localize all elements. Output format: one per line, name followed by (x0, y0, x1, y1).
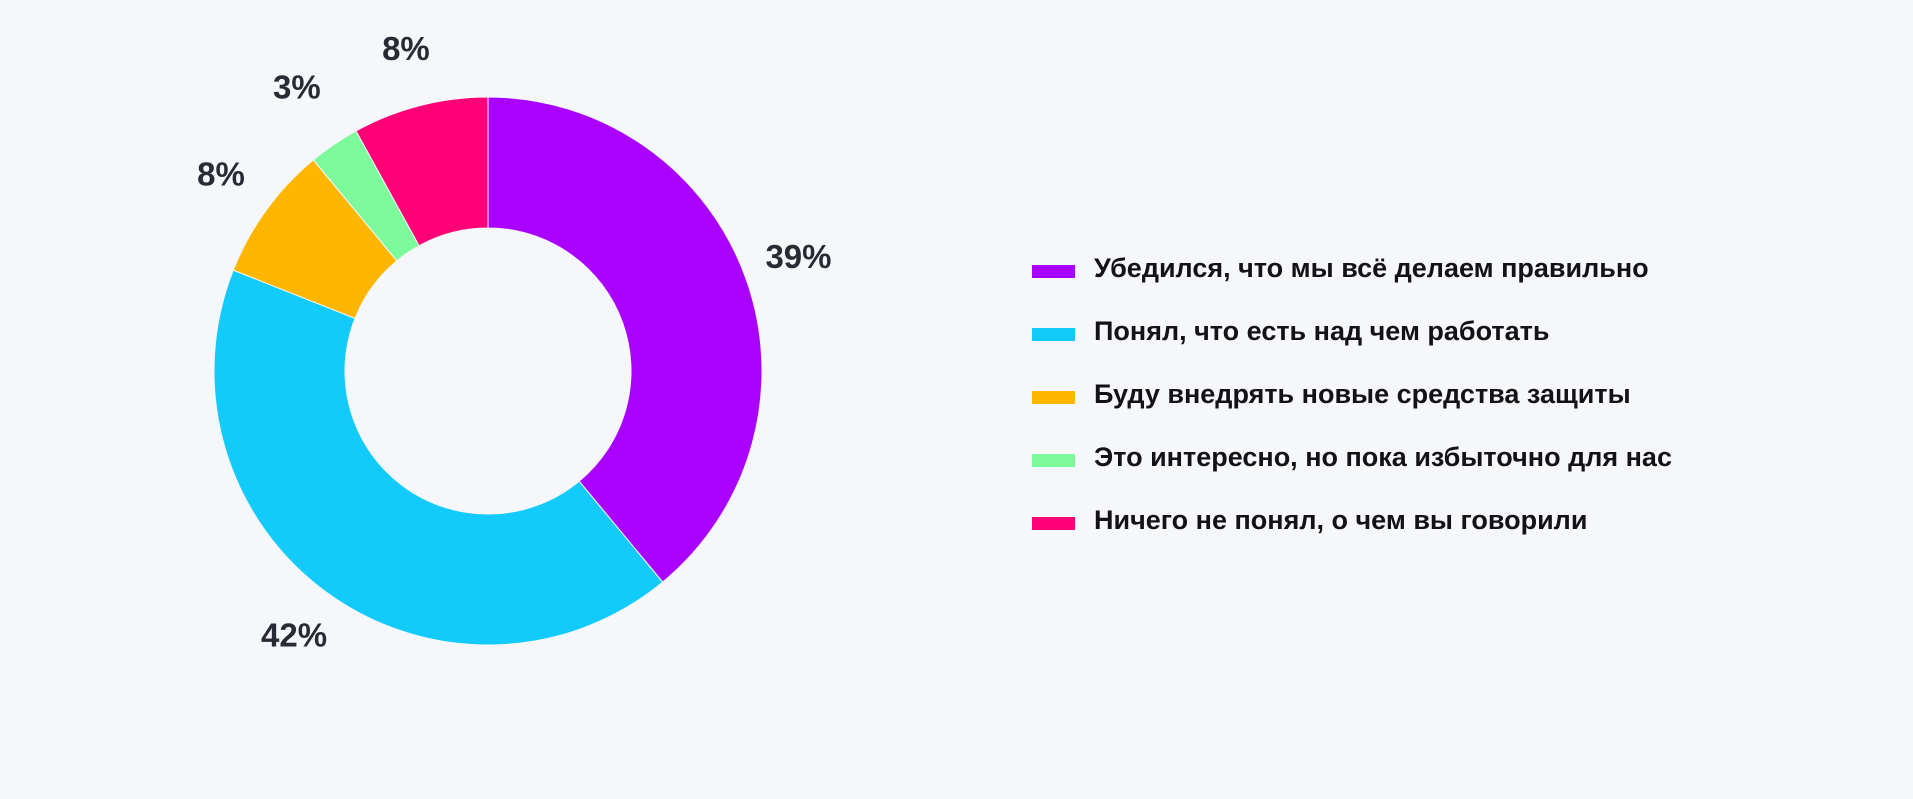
slice-label: 8% (197, 156, 245, 193)
legend-label: Убедился, что мы всё делаем правильно (1094, 253, 1649, 283)
legend-label: Это интересно, но пока избыточно для нас (1094, 442, 1672, 472)
slice-label: 39% (765, 238, 831, 275)
legend-swatch (1032, 454, 1075, 467)
legend-swatch (1032, 517, 1075, 530)
legend-label: Понял, что есть над чем работать (1094, 316, 1550, 346)
legend-swatch (1032, 391, 1075, 404)
legend-label: Ничего не понял, о чем вы говорили (1094, 505, 1588, 535)
donut-slice (487, 96, 763, 583)
slice-label: 8% (382, 30, 430, 67)
donut-slice (213, 269, 664, 646)
donut-slices (213, 96, 763, 646)
slice-label: 42% (261, 617, 327, 654)
legend-swatch (1032, 265, 1075, 278)
donut-slice (355, 96, 489, 247)
slice-labels: 39% 42% 8% 3% 8% (197, 30, 831, 654)
slice-label: 3% (273, 69, 321, 106)
legend-label: Буду внедрять новые средства защиты (1094, 379, 1631, 409)
legend-swatch (1032, 328, 1075, 341)
